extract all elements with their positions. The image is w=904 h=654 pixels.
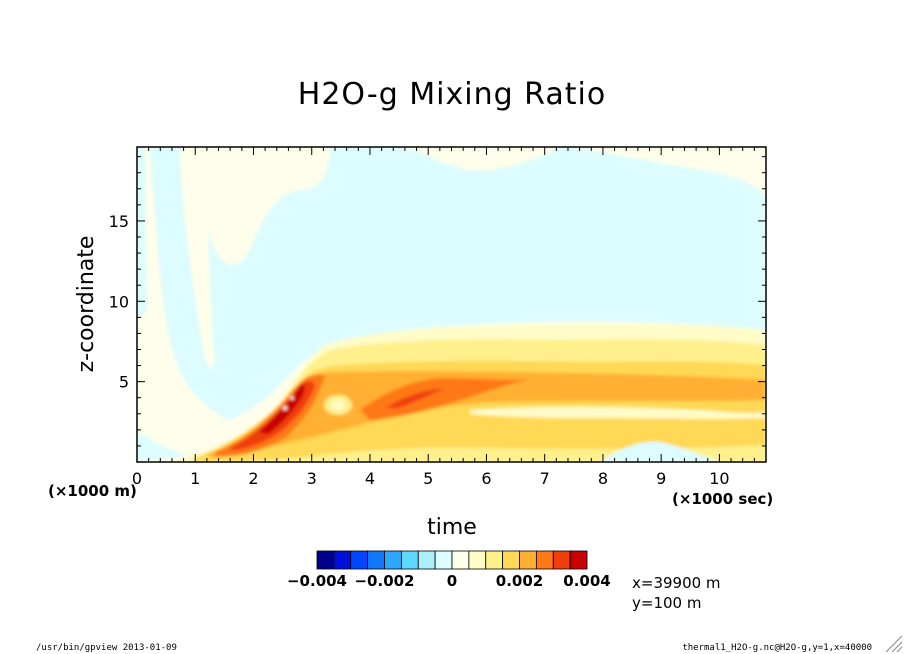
colorbar-swatch [569,550,588,570]
colorbar-swatch [535,550,554,570]
colorbar-label: −0.002 [354,572,414,590]
colorbar-swatch [417,550,436,570]
y-tick-label: 5 [119,373,129,392]
colorbar-swatch [400,550,419,570]
contour-moist-band-lower [430,425,766,440]
contour-dry-lower-right [600,441,720,462]
x-tick-label: 3 [307,469,317,488]
contour-moist-4 [205,371,766,458]
colorbar-swatch [367,550,385,570]
colorbar-swatch [384,550,402,570]
colorbar-swatch [350,550,369,570]
plot-area [137,147,766,462]
contour-moist-6 [230,380,445,450]
x-tick-label: 1 [190,469,200,488]
x-tick-label: 0 [132,469,142,488]
colorbar-label: 0.002 [496,572,543,590]
contour-dry-left-strip [137,147,147,320]
x-tick-label: 9 [656,469,666,488]
footer-right: thermal1_H2O-g.nc@H2O-g,y=1,x=40000 [682,643,872,653]
x-tick-label: 5 [423,469,433,488]
resize-grip-icon [885,635,903,653]
colorbar-swatch [485,550,504,570]
contour-light-blob-inner [331,400,345,410]
x-tick-label: 6 [481,469,491,488]
contour-moist-7 [258,384,305,434]
extreme-point-2 [290,396,294,400]
footer-left: /usr/bin/gpview 2013-01-09 [36,643,177,653]
colorbar-label: 0.004 [563,572,610,590]
colorbar-swatch [468,550,487,570]
colorbar-label: 0 [447,572,457,590]
colorbar-swatch [434,550,453,570]
contour-dry-lower-left [137,430,190,462]
colorbar-swatch [552,550,571,570]
x-axis-label: time [427,515,477,540]
colorbar-swatch [519,550,537,570]
colorbar-swatch [451,550,470,570]
x-tick-label: 10 [709,469,729,488]
y-tick-label: 10 [109,292,129,311]
colorbar-swatch [333,550,352,570]
x-tick-label: 8 [598,469,608,488]
contour-field [137,147,766,462]
x-tick-label: 4 [365,469,375,488]
colorbar-swatch [316,550,335,570]
y-tick-label: 15 [109,212,129,231]
colorbar: −0.004 −0.002 0 0.002 0.004 [287,550,611,590]
x-tick-label: 2 [248,469,258,488]
contour-dry-upper [150,147,766,420]
chart-title: H2O-g Mixing Ratio [298,77,606,112]
x-tick-label: 7 [540,469,550,488]
contour-neutral-right [560,147,766,200]
colorbar-swatch [502,550,520,570]
extreme-point-1 [283,406,287,410]
contour-neutral-patch [180,147,215,369]
colorbar-label: −0.004 [287,572,347,590]
y-axis-unit: (×1000 m) [48,482,137,500]
y-position-info: y=100 m [632,594,701,612]
x-position-info: x=39900 m [632,574,721,592]
contour-light-streak [470,406,766,419]
x-axis-unit: (×1000 sec) [672,490,773,508]
y-axis-label: z-coordinate [74,236,99,373]
axes-group: 0 1 2 3 4 5 6 7 8 9 10 5 10 15 [109,146,767,488]
